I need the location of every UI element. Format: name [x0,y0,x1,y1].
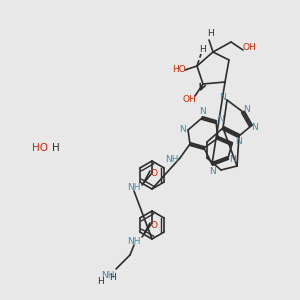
Text: N: N [229,155,236,164]
Text: OH: OH [182,95,196,104]
Text: N: N [235,137,242,146]
Text: N: N [252,124,258,133]
Text: N: N [244,106,250,115]
Text: HO: HO [172,65,186,74]
Text: H: H [200,46,206,55]
Text: H: H [52,143,60,153]
Text: N: N [218,115,224,124]
Text: NH: NH [127,184,141,193]
Text: N: N [220,94,226,103]
Text: H: H [109,272,116,281]
Text: N: N [208,167,215,176]
Text: OH: OH [242,44,256,52]
Text: O: O [151,220,158,230]
Text: NH: NH [165,155,179,164]
Text: NH: NH [101,271,115,280]
Text: H: H [208,29,214,38]
Text: N: N [180,125,186,134]
Text: O: O [151,169,158,178]
Text: HO: HO [32,143,48,153]
Text: NH: NH [127,236,141,245]
Text: H: H [97,277,104,286]
Text: N: N [199,106,206,116]
